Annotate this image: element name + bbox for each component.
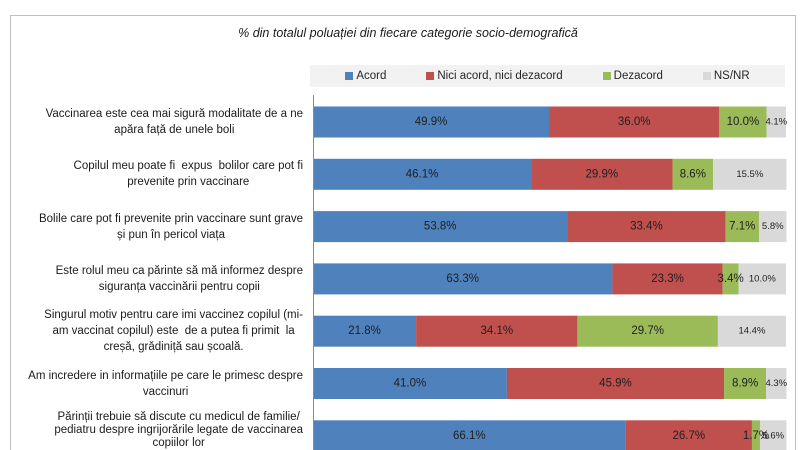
data-label-ns-nr: 14.4% (738, 326, 765, 337)
data-label-ns-nr: 4.1% (765, 117, 787, 128)
data-label-ns-nr: 5.6% (762, 430, 784, 441)
data-label-dezacord: 10.0% (727, 116, 760, 128)
data-labels: 49.9% 36.0% 10.0% 4.1% 46.1% 29.9% 8.6% 15.5% 53… (348, 116, 787, 442)
bar-nici-acord-nici-dezacord (531, 158, 673, 190)
data-label-ns-nr: 15.5% (736, 169, 763, 180)
legend-swatch-acord (345, 72, 354, 80)
legend-label: Dezacord (613, 70, 663, 82)
legend-item-acord: Acord (345, 69, 386, 83)
bar-row (313, 263, 786, 295)
data-label-dezacord: 3.4% (718, 273, 744, 285)
bar-ns-nr (713, 158, 787, 190)
data-label-acord: 66.1% (453, 430, 486, 442)
data-label-nici-acord-nici-dezacord: 45.9% (599, 378, 632, 390)
data-label-nici-acord-nici-dezacord: 23.3% (651, 273, 684, 285)
data-label-dezacord: 8.9% (732, 378, 758, 390)
legend-swatch-nici-acord-nici-dezacord (426, 72, 435, 80)
legend-label: NS/NR (713, 70, 750, 82)
bar-row (313, 420, 787, 450)
bar-dezacord (722, 263, 739, 295)
data-label-dezacord: 7.1% (729, 221, 755, 233)
legend-label: Nici acord, nici dezacord (437, 70, 563, 82)
bar-acord (313, 315, 417, 347)
data-label-nici-acord-nici-dezacord: 29.9% (585, 168, 618, 180)
bar-ns-nr (738, 263, 786, 295)
bar-row (313, 368, 787, 399)
bar-dezacord (719, 106, 767, 138)
bar-ns-nr (759, 211, 787, 243)
bar-dezacord (751, 420, 760, 450)
data-label-acord: 41.0% (394, 378, 427, 390)
chart-frame (10, 15, 796, 450)
legend-label: Acord (356, 70, 387, 82)
bar-dezacord (724, 368, 767, 399)
bar-acord (313, 263, 613, 295)
bar-ns-nr (766, 368, 787, 399)
bar-dezacord (672, 158, 714, 190)
bar-row (313, 158, 787, 190)
bar-row (313, 106, 786, 138)
bar-dezacord (577, 315, 718, 347)
data-label-ns-nr: 5.8% (762, 221, 784, 232)
legend-swatch-dezacord (602, 72, 611, 80)
chart-title: % din totalul poluației din fiecare cate… (238, 26, 578, 40)
legend-item-nici-acord-nici-dezacord: Nici acord, nici dezacord (426, 69, 563, 83)
data-label-ns-nr: 10.0% (749, 273, 776, 284)
bar-acord (313, 368, 507, 399)
data-label-ns-nr: 4.3% (765, 378, 787, 389)
data-label-nici-acord-nici-dezacord: 26.7% (672, 430, 705, 442)
bar-nici-acord-nici-dezacord (549, 106, 720, 138)
bar-row (313, 211, 787, 243)
bar-nici-acord-nici-dezacord (506, 368, 725, 399)
data-label-nici-acord-nici-dezacord: 36.0% (618, 116, 651, 128)
bar-acord (313, 106, 550, 138)
bar-rows (313, 106, 787, 450)
data-label-dezacord: 1.7% (743, 430, 769, 442)
legend-swatch-ns-nr (702, 72, 711, 80)
data-label-nici-acord-nici-dezacord: 33.4% (630, 221, 663, 233)
bar-ns-nr (759, 420, 787, 450)
legend-item-ns-nr: NS/NR (702, 69, 750, 83)
legend-item-dezacord: Dezacord (602, 69, 663, 83)
bar-nici-acord-nici-dezacord (625, 420, 752, 450)
data-label-dezacord: 29.7% (631, 325, 664, 337)
data-label-dezacord: 8.6% (680, 168, 706, 180)
bar-nici-acord-nici-dezacord (567, 211, 726, 243)
data-label-nici-acord-nici-dezacord: 34.1% (480, 325, 513, 337)
bar-ns-nr (766, 106, 786, 138)
bar-nici-acord-nici-dezacord (416, 315, 578, 347)
bar-acord (313, 158, 532, 190)
bar-ns-nr (717, 315, 786, 347)
legend: Acord Nici acord, nici dezacord Dezacord NS… (310, 65, 785, 87)
bar-dezacord (725, 211, 760, 243)
bar-row (313, 315, 786, 347)
bar-nici-acord-nici-dezacord (612, 263, 723, 295)
bar-acord (313, 420, 626, 450)
data-label-acord: 49.9% (415, 116, 448, 128)
data-label-acord: 21.8% (348, 325, 381, 337)
bar-acord (313, 211, 568, 243)
data-label-acord: 46.1% (406, 168, 439, 180)
data-label-acord: 53.8% (424, 221, 457, 233)
data-label-acord: 63.3% (446, 273, 479, 285)
